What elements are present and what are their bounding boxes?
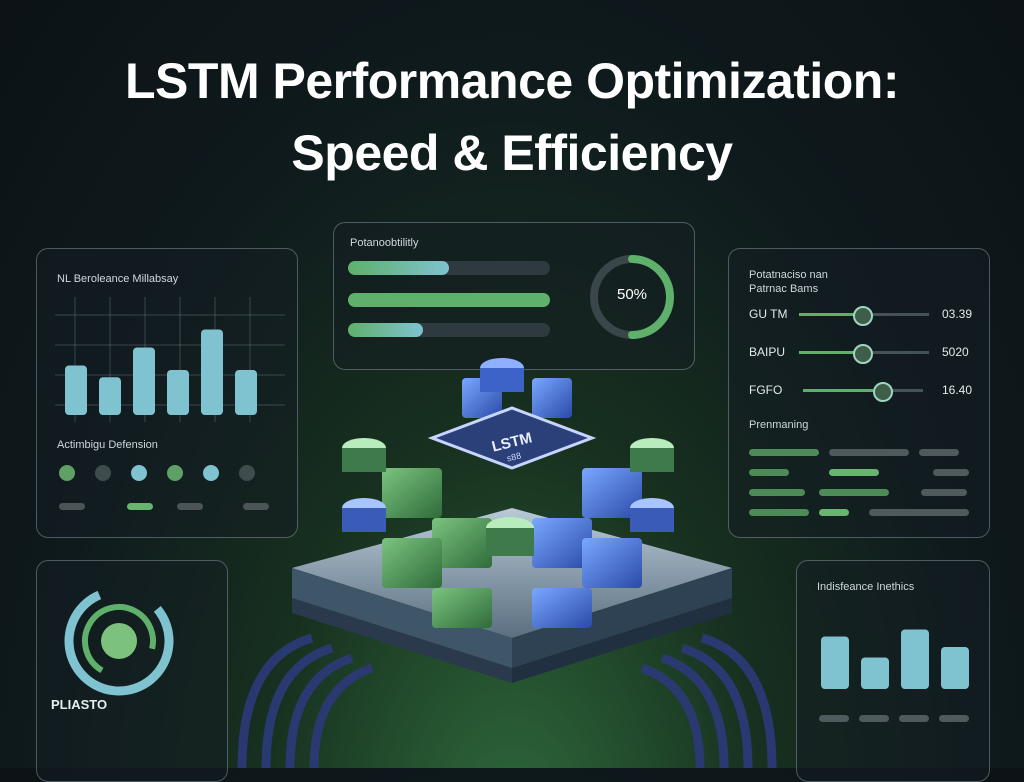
panel-right-bottom: Indisfeance Inethics	[796, 560, 990, 782]
panel-right-bottom-title: Indisfeance Inethics	[817, 581, 915, 593]
progress-fill	[348, 261, 449, 275]
legend-pill	[127, 503, 153, 510]
line-pill	[749, 509, 809, 516]
title-line-1: LSTM Performance Optimization:	[125, 53, 899, 109]
legend-pill	[177, 503, 203, 510]
chart-bar	[235, 370, 257, 415]
slider-fill	[799, 351, 859, 354]
row-label: BAIPU	[749, 345, 786, 359]
status-dot	[95, 465, 111, 481]
line-pill	[919, 449, 959, 456]
panel-left-top-chart	[55, 297, 285, 422]
slider-handle[interactable]	[853, 344, 873, 364]
legend-pill	[939, 715, 969, 722]
panel-center-top: Potanoobtilitly 50%	[333, 222, 695, 370]
panel-right-bottom-chart	[821, 629, 969, 689]
gauge-label: 50%	[616, 286, 648, 303]
row-label: FGFO	[749, 383, 783, 397]
line-pill	[829, 449, 909, 456]
line-pill	[819, 509, 849, 516]
title-line-2: Speed & Efficiency	[291, 125, 733, 181]
panel-left-top-title: NL Beroleance Millabsay	[57, 273, 179, 285]
chart-bar	[201, 329, 223, 415]
legend-pill	[59, 503, 85, 510]
progress-track	[348, 293, 550, 307]
line-pill	[749, 449, 819, 456]
status-dot	[131, 465, 147, 481]
progress-fill	[348, 293, 550, 307]
chart-bar	[133, 347, 155, 415]
panel-right-top: Potatnaciso nan Patrnac Bams GU TM 03.39…	[728, 248, 990, 538]
status-dot	[239, 465, 255, 481]
legend-pill	[819, 715, 849, 722]
chart-bar	[901, 629, 929, 689]
panel-left-top-subtitle: Actimbigu Defension	[57, 439, 158, 451]
panel-right-top-title: Potatnaciso nan	[749, 269, 828, 281]
legend-pill	[243, 503, 269, 510]
status-dot	[203, 465, 219, 481]
panel-center-top-title: Potanoobtilitly	[350, 237, 419, 249]
chart-bar	[167, 370, 189, 415]
chart-bar	[861, 657, 889, 689]
gauge-ring	[590, 255, 675, 339]
panel-left-bottom: PLIASTO	[36, 560, 228, 782]
progress-track	[348, 323, 550, 337]
row-label: GU TM	[749, 307, 788, 321]
panel-left-top: NL Beroleance Millabsay Actimbigu Defens…	[36, 248, 298, 538]
chart-bar	[821, 636, 849, 689]
line-pill	[749, 489, 805, 496]
line-pill	[869, 509, 969, 516]
legend-pill	[859, 715, 889, 722]
row-value: 03.39	[942, 307, 973, 321]
panel-right-top-subtitle: Patrnac Bams	[749, 283, 819, 295]
lstm-chip-illustration	[237, 358, 777, 768]
progress-fill	[348, 323, 423, 337]
status-dot	[59, 465, 75, 481]
slider-handle[interactable]	[853, 306, 873, 326]
slider-handle[interactable]	[873, 382, 893, 402]
line-pill	[749, 469, 789, 476]
panel-left-bottom-label: PLIASTO	[51, 697, 108, 712]
chart-bar	[65, 365, 87, 415]
line-pill	[819, 489, 889, 496]
row-value: 16.40	[942, 383, 973, 397]
slider-fill	[799, 313, 859, 316]
chart-bar	[941, 647, 969, 689]
chart-bar	[99, 377, 121, 415]
progress-track	[348, 261, 550, 275]
line-pill	[921, 489, 967, 496]
line-pill	[933, 469, 969, 476]
line-pill	[829, 469, 879, 476]
status-dot	[167, 465, 183, 481]
row-value: 5020	[942, 345, 969, 359]
donut-icon	[64, 586, 174, 696]
legend-pill	[899, 715, 929, 722]
panel-right-top-section: Prenmaning	[749, 419, 809, 431]
slider-fill	[803, 389, 873, 392]
